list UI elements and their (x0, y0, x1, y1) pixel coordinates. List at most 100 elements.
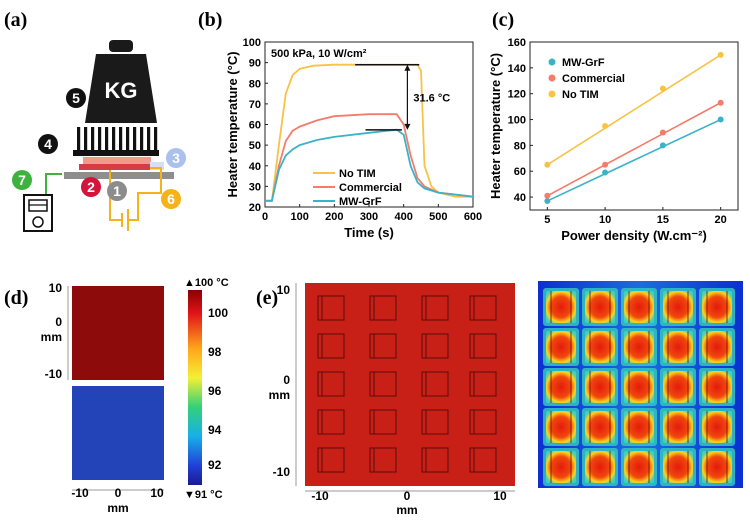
fit-line (546, 54, 722, 166)
weight-icon: KG (85, 40, 157, 123)
heater-outline (317, 447, 345, 473)
fit-line (546, 118, 722, 202)
panel-e-label: (e) (256, 287, 278, 309)
y-tick-label: 40 (514, 192, 526, 204)
colorbar-tick-100: 100 (208, 306, 228, 320)
heat-sink-fin (119, 127, 123, 151)
chart-b: 0 100 200 300 400 500 600 20 30 40 50 60 70 80 90 100 Ti… (225, 37, 482, 240)
colorbar-tick-92: 92 (208, 458, 222, 472)
delta-label: 31.6 °C (413, 92, 450, 104)
y-axis-label: Heater temperature (°C) (488, 53, 503, 199)
thermometer-meter-icon (23, 194, 53, 232)
hot-cell (546, 371, 576, 403)
hot-cell (624, 411, 654, 443)
e-x-unit: mm (396, 503, 417, 517)
y-tick-label: 100 (243, 37, 261, 49)
heater-outline (317, 333, 345, 359)
hot-cell (663, 291, 693, 323)
colorbar-tick-98: 98 (208, 345, 222, 359)
hot-cell (585, 411, 615, 443)
hot-cell (624, 371, 654, 403)
heater-outline (317, 409, 345, 435)
heater-outline (469, 409, 497, 435)
heater-outline (369, 409, 397, 435)
heat-sink-fin (126, 127, 130, 151)
heater-outline (369, 447, 397, 473)
x-tick-label: 100 (290, 211, 308, 223)
e-y-tick-top: 10 (277, 283, 291, 297)
legend-label: Commercial (339, 182, 402, 194)
component-badge (38, 134, 58, 154)
legend-swatch (548, 58, 556, 66)
hot-cell (702, 371, 732, 403)
y-tick-label: 30 (249, 181, 261, 193)
d-y-unit: mm (41, 330, 62, 344)
hot-cell (702, 291, 732, 323)
hot-cell (663, 411, 693, 443)
heater-outline (421, 447, 449, 473)
colorbar-tick-94: 94 (208, 423, 222, 437)
panel-a-label: (a) (4, 9, 27, 31)
panel-e: (e) 10 0 mm -10 -10 0 10 mm (256, 281, 743, 517)
heat-sink-fin (84, 127, 88, 151)
heatmap-d-bottom (72, 386, 164, 480)
hot-cell (702, 451, 732, 483)
d-x-tick-left: -10 (71, 486, 89, 500)
heatmap-e-left (305, 283, 515, 486)
heat-sink-fin (77, 127, 81, 151)
hot-cell (663, 371, 693, 403)
component-number: 3 (172, 150, 180, 166)
e-x-tick-right: 10 (493, 489, 507, 503)
hot-cell (546, 411, 576, 443)
data-point (717, 116, 724, 123)
data-point (717, 99, 724, 106)
component-number: 6 (167, 191, 175, 207)
y-tick-label: 60 (249, 120, 261, 132)
legend-label: MW-GrF (562, 57, 605, 69)
heat-sink-fin (98, 127, 102, 151)
hot-cell (585, 291, 615, 323)
data-point (544, 197, 551, 204)
legend-swatch (548, 74, 556, 82)
substrate-layer (64, 172, 174, 179)
x-tick-label: 15 (657, 214, 669, 226)
hot-cell (585, 371, 615, 403)
component-number: 4 (44, 136, 52, 152)
hot-cell (624, 331, 654, 363)
x-tick-label: 5 (544, 214, 550, 226)
y-tick-label: 70 (249, 99, 261, 111)
y-axis-label: Heater temperature (°C) (225, 51, 240, 197)
e-y-tick-bottom: -10 (273, 465, 291, 479)
heater-outline (421, 333, 449, 359)
x-axis-label: Power density (W.cm⁻²) (561, 228, 707, 243)
heat-sink-fin (133, 127, 137, 151)
hot-cell (663, 451, 693, 483)
heater-outline (421, 295, 449, 321)
heater-outline (317, 295, 345, 321)
y-tick-label: 90 (249, 58, 261, 70)
data-point (659, 129, 666, 136)
heat-sink-fin (105, 127, 109, 151)
e-y-unit: mm (269, 388, 290, 402)
legend-swatch (548, 90, 556, 98)
colorbar-max-label: ▲100 °C (184, 277, 229, 289)
panel-d: (d) 10 0 mm -10 -10 0 10 mm ▲100 °C ▼91 … (4, 277, 229, 515)
heater-outline (421, 409, 449, 435)
x-tick-label: 400 (394, 211, 412, 223)
component-badge (166, 148, 186, 168)
y-tick-label: 40 (249, 161, 261, 173)
x-tick-label: 10 (599, 214, 611, 226)
d-y-tick-top: 10 (49, 281, 63, 295)
y-tick-label: 60 (514, 166, 526, 178)
x-tick-label: 500 (429, 211, 447, 223)
d-x-unit: mm (107, 501, 128, 515)
heatmap-d-top (72, 286, 164, 380)
y-tick-label: 20 (249, 202, 261, 214)
heater-outline (469, 333, 497, 359)
data-point (602, 161, 609, 168)
component-badge (81, 177, 101, 197)
delta-arrow-head (404, 123, 411, 130)
d-x-tick-mid: 0 (115, 486, 122, 500)
hot-cell (546, 331, 576, 363)
